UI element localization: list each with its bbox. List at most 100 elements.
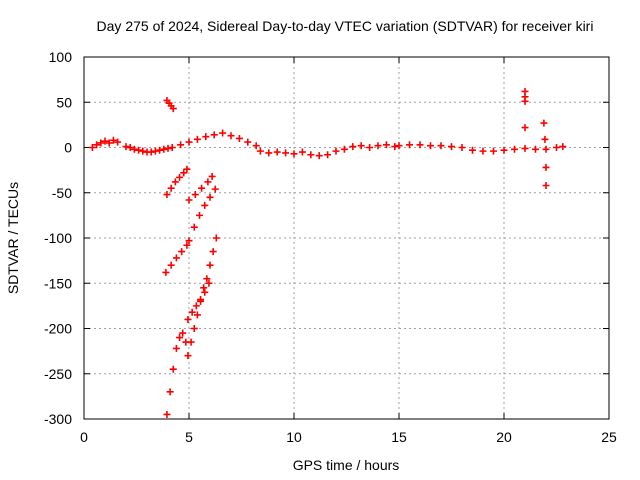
data-point xyxy=(282,149,290,157)
data-point xyxy=(163,191,171,199)
data-point xyxy=(191,191,199,199)
data-point xyxy=(169,105,177,113)
y-tick-label: -200 xyxy=(44,321,72,337)
data-point xyxy=(298,148,306,156)
data-point xyxy=(437,142,445,150)
series-drop-track-g xyxy=(185,172,216,204)
data-point xyxy=(204,178,212,186)
data-point xyxy=(553,144,560,151)
data-point xyxy=(179,329,187,337)
data-point xyxy=(406,141,413,149)
data-point xyxy=(196,211,203,219)
data-point xyxy=(88,144,96,151)
data-point xyxy=(324,151,332,159)
x-tick-label: 15 xyxy=(391,429,407,445)
label-layer: 0 5 10 15 20 25 -300 -250 -200 -150 -100 -50 0 50 100 xyxy=(44,49,617,445)
data-point xyxy=(198,184,206,192)
data-point xyxy=(178,248,186,256)
tick-layer xyxy=(83,56,610,420)
x-axis-title: GPS time / hours xyxy=(293,457,400,473)
data-point xyxy=(185,237,193,245)
data-point xyxy=(147,148,155,156)
data-point xyxy=(521,144,529,152)
data-point xyxy=(559,143,567,151)
data-point xyxy=(164,144,172,152)
data-point xyxy=(391,143,399,151)
series-drop-track-d xyxy=(162,241,191,276)
data-point xyxy=(185,196,193,204)
data-point xyxy=(500,146,508,154)
data-point xyxy=(479,147,487,155)
data-point xyxy=(542,182,550,190)
x-tick-label: 20 xyxy=(496,429,512,445)
data-point xyxy=(219,129,227,137)
data-point xyxy=(190,325,198,332)
data-point xyxy=(541,135,549,143)
data-point xyxy=(183,165,191,173)
data-point xyxy=(135,146,143,154)
data-point xyxy=(176,173,184,181)
data-point xyxy=(357,142,365,150)
data-point xyxy=(210,131,218,139)
data-point xyxy=(340,145,348,153)
data-point xyxy=(109,136,117,144)
data-point xyxy=(416,141,424,149)
series-near-zero-early xyxy=(88,136,176,156)
chart-title: Day 275 of 2024, Sidereal Day-to-day VTE… xyxy=(97,18,594,34)
data-point xyxy=(197,296,205,304)
data-point xyxy=(176,334,184,342)
data-point xyxy=(374,142,382,150)
y-axis-title: SDTVAR / TECUs xyxy=(5,182,21,294)
data-point xyxy=(130,145,138,153)
data-point xyxy=(169,365,177,373)
data-point xyxy=(382,141,390,149)
data-point xyxy=(256,147,264,155)
x-tick-label: 0 xyxy=(80,429,88,445)
data-point xyxy=(171,178,179,186)
y-tick-label: 0 xyxy=(64,140,72,156)
data-point xyxy=(172,254,180,262)
data-point xyxy=(105,139,113,147)
data-point xyxy=(211,185,219,193)
data-point xyxy=(448,143,455,151)
data-point xyxy=(307,151,315,159)
series-drop-track-e xyxy=(185,185,219,245)
data-point xyxy=(521,97,529,105)
series-drop-track-c xyxy=(184,279,213,323)
data-point xyxy=(490,147,497,155)
data-point xyxy=(193,135,201,143)
series-arc-5-to-9 xyxy=(177,129,260,150)
data-point xyxy=(139,147,147,155)
data-point xyxy=(290,150,298,158)
data-point xyxy=(227,132,235,140)
data-point xyxy=(168,144,176,151)
data-point xyxy=(190,223,198,231)
data-point xyxy=(205,279,213,287)
data-point xyxy=(209,248,217,256)
data-point xyxy=(366,144,374,151)
data-point xyxy=(206,193,214,201)
data-point xyxy=(156,146,164,154)
data-point xyxy=(177,141,185,149)
series-spikes-late xyxy=(521,87,550,190)
data-point xyxy=(166,388,174,396)
data-point xyxy=(315,152,323,160)
data-point xyxy=(151,147,159,155)
data-point xyxy=(187,338,195,346)
data-point xyxy=(469,146,476,154)
data-point xyxy=(273,148,281,156)
x-tick-label: 10 xyxy=(286,429,302,445)
data-point xyxy=(183,241,191,249)
data-point xyxy=(458,144,466,151)
data-point xyxy=(101,137,109,145)
data-point xyxy=(235,134,243,142)
data-point xyxy=(184,352,192,360)
data-point xyxy=(201,201,209,209)
series-spike-early xyxy=(163,96,177,113)
data-point xyxy=(126,144,134,151)
y-tick-label: -50 xyxy=(52,185,72,201)
data-point xyxy=(395,142,403,150)
data-point xyxy=(184,315,192,323)
